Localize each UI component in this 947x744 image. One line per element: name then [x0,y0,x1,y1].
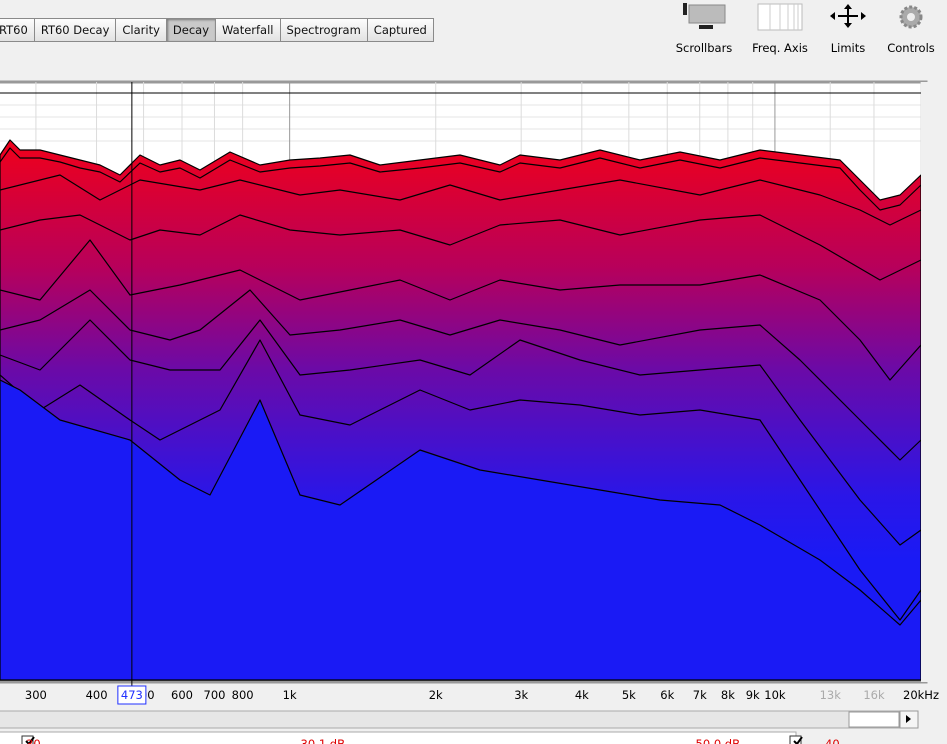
legend-time: 30 [26,737,41,744]
x-tick-label: 4k [575,688,589,702]
toolbar-label[interactable]: Controls [887,41,935,55]
tab[interactable]: RT60 Decay [33,18,117,42]
x-tick-label: 600 [171,688,193,702]
x-tick-label: 3k [514,688,528,702]
x-tick-label: 10k [764,688,786,702]
x-axis: 3004005006007008001k2k3k4k5k6k7k8k9k10k1… [25,685,939,705]
x-tick-label: 13k [820,688,842,702]
x-tick-label: 1k [283,688,297,702]
x-tick-label: 9k [746,688,760,702]
cursor-label: 473 [121,688,143,702]
check-mark [25,736,35,744]
freq-axis-icon [757,3,803,31]
legend-time: 40 [825,737,840,744]
legend-level: 50.0 dB [696,737,741,744]
legend-level: 30.1 dB [301,737,346,744]
limits-icon [830,4,866,28]
tab[interactable]: Captured [366,18,434,42]
x-tick-label: 300 [25,688,47,702]
legend-panel [0,731,797,744]
toolbar-label[interactable]: Freq. Axis [752,41,808,55]
tab[interactable]: Waterfall [215,18,281,42]
toolbar-icons [683,3,923,31]
x-tick-label: 5k [622,688,636,702]
tab[interactable]: RT60 [0,18,35,42]
x-tick-label: 20kHz [903,688,939,702]
cursor-label-box [117,685,147,705]
tab-bar: RT60 RT60 Decay Clarity Decay Waterfall Spect… [0,18,434,42]
checkbox[interactable] [789,735,802,744]
h-scrollbar[interactable] [0,710,919,729]
plot-margin [921,82,947,682]
x-tick-label: 8k [721,688,735,702]
checkbox[interactable] [21,735,34,744]
decay-curves [0,139,922,681]
toolbar-label[interactable]: Limits [830,41,866,55]
tab[interactable]: Spectrogram [279,18,368,42]
scrollbars-icon [683,3,726,29]
x-tick-label: 16k [863,688,885,702]
tab[interactable]: Decay [165,18,217,42]
x-tick-label: 6k [660,688,674,702]
check-mark [793,736,803,744]
x-tick-label: 400 [86,688,108,702]
legend: 30 30.1 dB 40 50.0 dB [21,735,840,744]
h-grid [0,104,921,142]
x-tick-label: 800 [232,688,254,702]
x-tick-label: 700 [204,688,226,702]
tab[interactable]: Clarity [115,18,167,42]
x-tick-label: 7k [693,688,707,702]
toolbar-label[interactable]: Scrollbars [675,41,733,55]
controls-icon [899,5,923,29]
x-tick-label: 2k [429,688,443,702]
